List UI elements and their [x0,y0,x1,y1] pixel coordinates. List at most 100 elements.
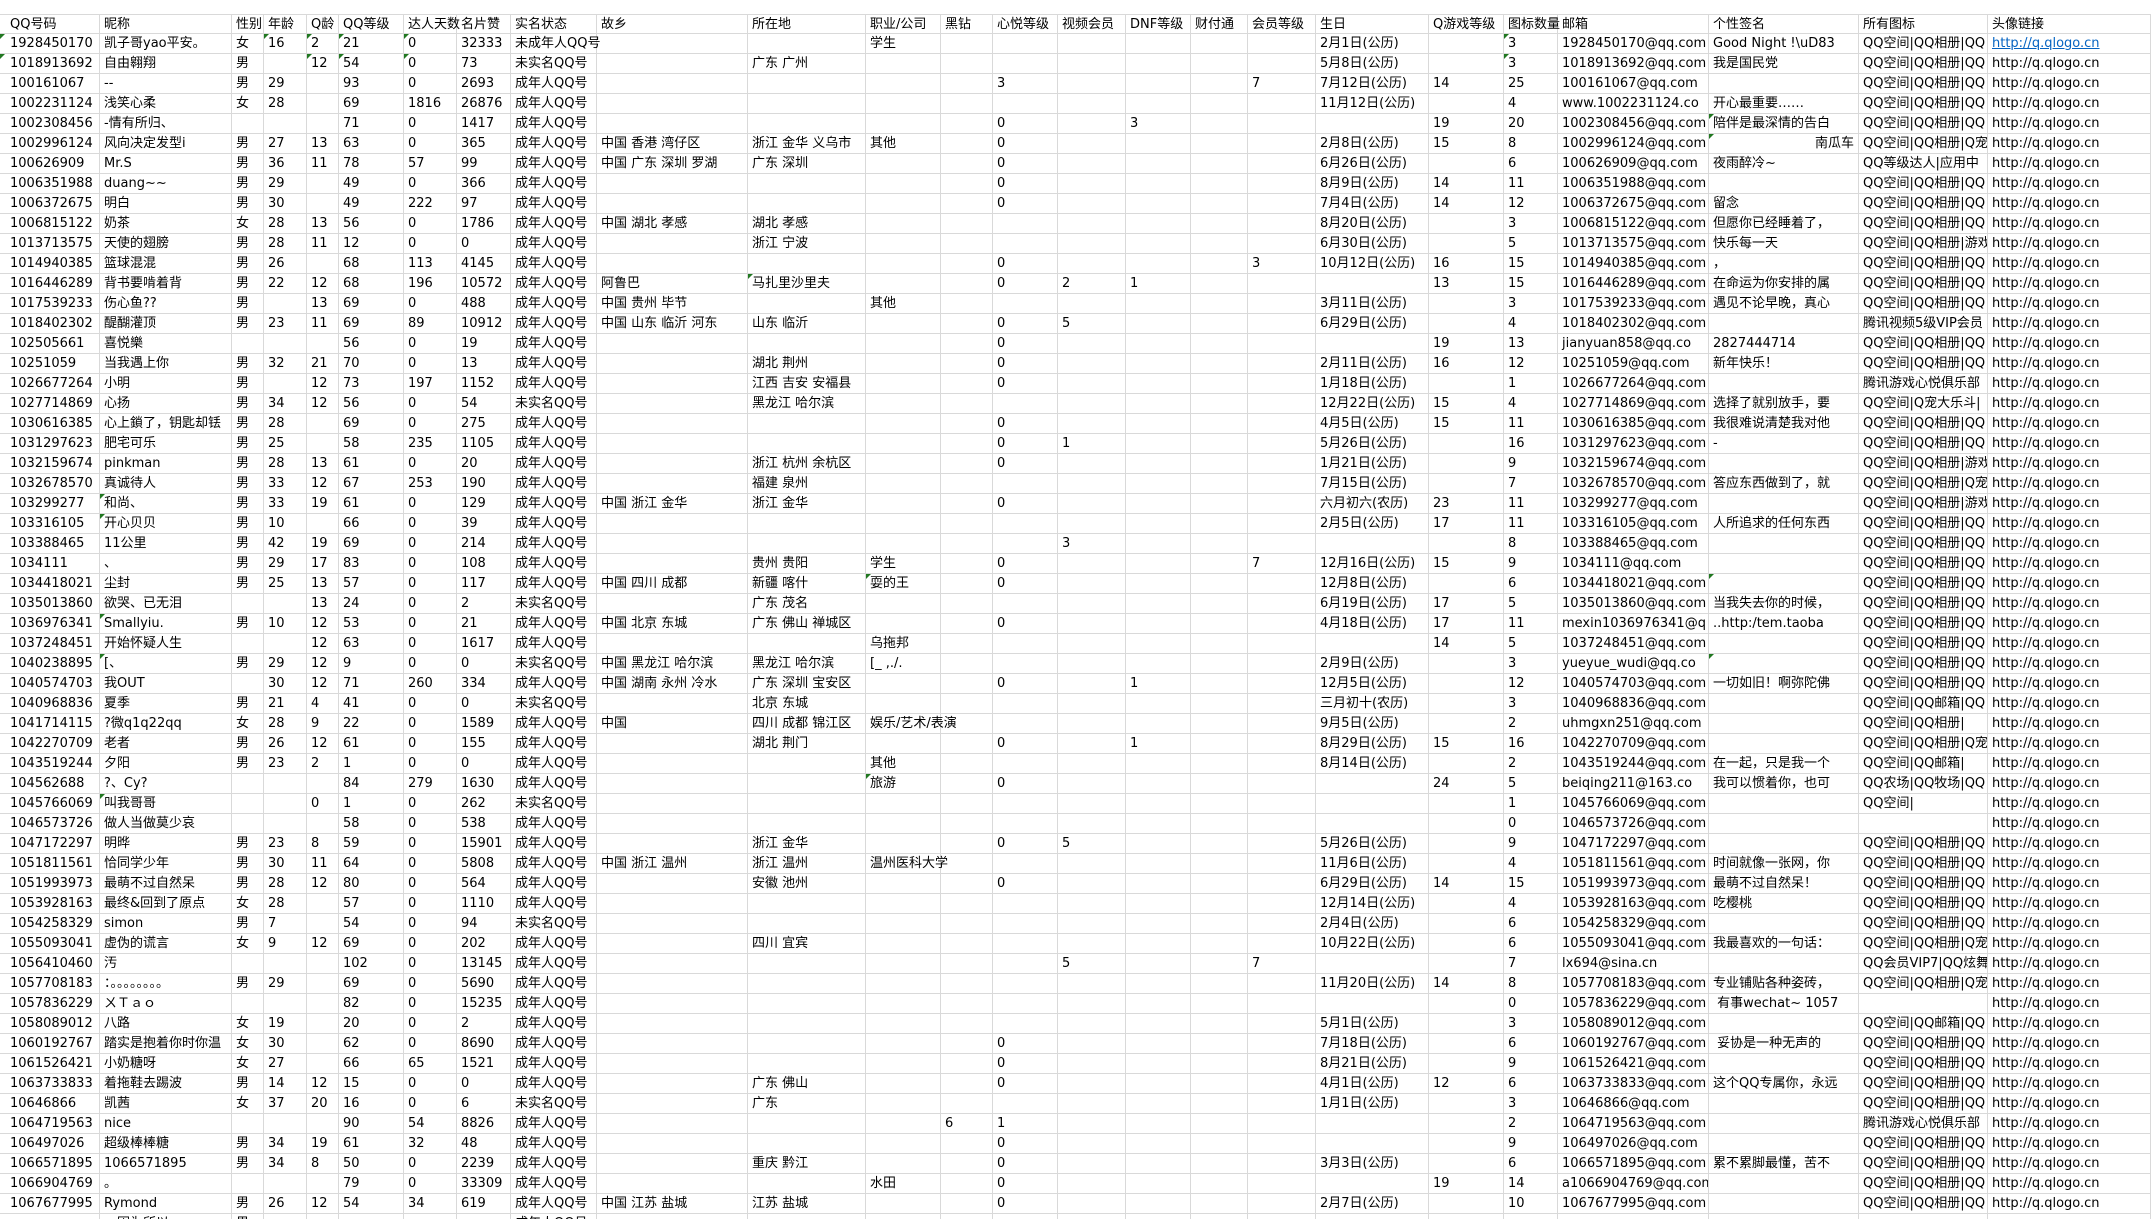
cell-qage[interactable] [307,1174,339,1194]
cell-qlevel[interactable]: 54 [339,914,404,934]
cell-xinyue[interactable] [993,534,1058,554]
cell-birthday[interactable]: 12月8日(公历) [1316,574,1429,594]
cell-sig[interactable] [1709,314,1859,334]
cell-video[interactable]: 5 [1058,314,1126,334]
cell-sex[interactable]: 男 [232,134,264,154]
cell-qage[interactable] [307,254,339,274]
cell-heizuan[interactable] [941,834,993,854]
cell-status[interactable]: 成年人QQ号 [511,1174,597,1194]
cell-qage[interactable] [307,774,339,794]
cell-vip[interactable] [1248,394,1316,414]
cell-qq[interactable]: 1060192767 [0,1034,100,1054]
cell-birthday[interactable] [1316,334,1429,354]
cell-hometown[interactable]: 中国 北京 东城 [597,614,748,634]
cell-qq[interactable]: 1002231124 [0,94,100,114]
cell-qlevel[interactable]: 71 [339,674,404,694]
cell-sig[interactable] [1709,914,1859,934]
cell-nick[interactable]: 醍醐灌顶 [100,314,232,334]
cell-daren[interactable]: 0 [404,574,457,594]
cell-vip[interactable] [1248,874,1316,894]
column-header-birthday[interactable]: 生日 [1316,14,1429,34]
cell-video[interactable]: 1 [1058,434,1126,454]
cell-qage[interactable]: 12 [307,54,339,74]
cell-status[interactable]: 成年人QQ号 [511,714,597,734]
cell-sex[interactable]: 男 [232,834,264,854]
cell-qgame[interactable]: 19 [1429,334,1504,354]
cell-daren[interactable]: 54 [404,1114,457,1134]
cell-sex[interactable]: 男 [232,554,264,574]
cell-dnf[interactable] [1126,74,1191,94]
cell-video[interactable] [1058,1114,1126,1134]
cell-daren[interactable]: 235 [404,434,457,454]
cell-location[interactable]: 广东 茂名 [748,594,866,614]
cell-job[interactable] [866,74,941,94]
cell-heizuan[interactable] [941,1054,993,1074]
cell-avatar[interactable]: http://q.qlogo.cn [1988,574,2151,594]
cell-dnf[interactable] [1126,774,1191,794]
cell-heizuan[interactable] [941,974,993,994]
cell-zan[interactable]: 1589 [457,714,511,734]
cell-location[interactable] [748,894,866,914]
cell-birthday[interactable]: 7月18日(公历) [1316,1034,1429,1054]
cell-qage[interactable]: 12 [307,394,339,414]
cell-status[interactable]: 成年人QQ号 [511,934,597,954]
cell-vip[interactable] [1248,454,1316,474]
cell-sex[interactable] [232,594,264,614]
cell-xinyue[interactable]: 0 [993,774,1058,794]
cell-sig[interactable] [1709,734,1859,754]
cell-dnf[interactable] [1126,294,1191,314]
cell-qlevel[interactable]: 58 [339,434,404,454]
cell-xinyue[interactable]: 0 [993,354,1058,374]
cell-age[interactable]: 14 [264,1074,307,1094]
cell-qq[interactable]: 100626909 [0,154,100,174]
cell-daren[interactable]: 0 [404,894,457,914]
cell-location[interactable] [748,34,866,54]
cell-location[interactable]: 安徽 池州 [748,874,866,894]
cell-allicons[interactable]: QQ空间|QQ相册|QQ [1859,1194,1988,1214]
cell-qgame[interactable] [1429,434,1504,454]
cell-birthday[interactable]: 6月30日(公历) [1316,234,1429,254]
cell-xinyue[interactable]: 0 [993,1154,1058,1174]
cell-caifutong[interactable] [1191,374,1248,394]
cell-heizuan[interactable] [941,594,993,614]
column-header-zan[interactable]: 名片赞 [457,14,511,34]
cell-icons[interactable]: 6 [1504,1074,1558,1094]
cell-birthday[interactable]: 4月1日(公历) [1316,1074,1429,1094]
cell-age[interactable]: 28 [264,234,307,254]
cell-qlevel[interactable]: 56 [339,214,404,234]
cell-qage[interactable] [307,894,339,914]
cell-daren[interactable]: 0 [404,514,457,534]
cell-qgame[interactable] [1429,934,1504,954]
cell-qgame[interactable]: 16 [1429,254,1504,274]
cell-email[interactable]: 1067677995@qq.com [1558,1194,1709,1214]
cell-dnf[interactable] [1126,1014,1191,1034]
cell-video[interactable] [1058,214,1126,234]
cell-age[interactable] [264,774,307,794]
cell-avatar[interactable]: http://q.qlogo.cn [1988,954,2151,974]
cell-email[interactable]: 1057708183@qq.com [1558,974,1709,994]
cell-allicons[interactable]: QQ空间|QQ相册|QQ [1859,194,1988,214]
cell-qgame[interactable]: 14 [1429,74,1504,94]
cell-age[interactable] [264,594,307,614]
cell-hometown[interactable] [597,1094,748,1114]
cell-daren[interactable]: 0 [404,414,457,434]
cell-zan[interactable]: 2 [457,594,511,614]
cell-qlevel[interactable]: 1 [339,794,404,814]
cell-allicons[interactable]: QQ空间|QQ相册|QQ [1859,894,1988,914]
cell-zan[interactable]: 13145 [457,954,511,974]
cell-allicons[interactable]: QQ空间|QQ相册|QQ [1859,654,1988,674]
cell-location[interactable]: 广东 广州 [748,54,866,74]
cell-birthday[interactable] [1316,634,1429,654]
cell-status[interactable]: 成年人QQ号 [511,494,597,514]
cell-birthday[interactable]: 5月8日(公历) [1316,54,1429,74]
cell-hometown[interactable] [597,34,748,54]
cell-qlevel[interactable]: 93 [339,74,404,94]
cell-qq[interactable]: 1036976341 [0,614,100,634]
cell-daren[interactable]: 253 [404,474,457,494]
cell-hometown[interactable] [597,414,748,434]
cell-age[interactable]: 29 [264,174,307,194]
cell-dnf[interactable] [1126,354,1191,374]
cell-sig[interactable]: 但愿你已经睡着了， [1709,214,1859,234]
cell-email[interactable]: 1027714869@qq.com [1558,394,1709,414]
cell-qgame[interactable] [1429,914,1504,934]
